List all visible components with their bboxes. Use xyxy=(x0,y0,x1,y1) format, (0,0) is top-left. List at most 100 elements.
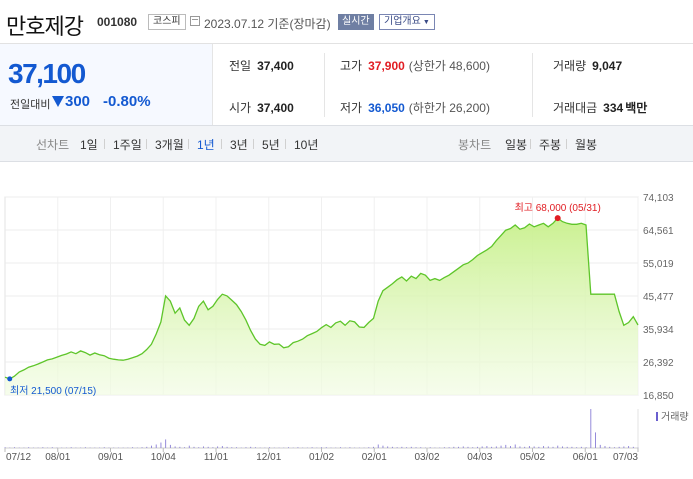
x-tick-label: 01/02 xyxy=(309,452,334,463)
tab-1y[interactable]: 1년 xyxy=(197,138,215,152)
volume-bar xyxy=(613,447,615,448)
volume-bar xyxy=(311,447,313,448)
volume-bar xyxy=(552,446,554,448)
change-percent: -0.80% xyxy=(103,93,151,110)
y-tick-label: 55,019 xyxy=(643,259,674,270)
y-tick-label: 74,103 xyxy=(643,193,674,204)
volume-bar xyxy=(528,446,530,448)
x-tick-label: 06/01 xyxy=(573,452,598,463)
volume-bar xyxy=(420,447,422,448)
volume-bar xyxy=(505,444,507,448)
volume-bar xyxy=(165,439,167,448)
volume-bar xyxy=(571,446,573,448)
volume-bar xyxy=(377,444,379,448)
tab-separator xyxy=(221,139,222,149)
x-tick-label: 12/01 xyxy=(256,452,281,463)
y-tick-label: 45,477 xyxy=(643,292,674,303)
x-tick-label: 05/02 xyxy=(520,452,545,463)
base-date: 2023.07.12 기준(장마감) xyxy=(204,17,331,31)
min-price-label: 최저 21,500 (07/15) xyxy=(10,385,96,397)
volume-bar xyxy=(155,444,157,448)
prev-close-stat: 전일 37,400 xyxy=(229,57,294,74)
stats-divider xyxy=(532,53,533,117)
tab-weekly-candle[interactable]: 주봉 xyxy=(539,138,562,152)
volume-bar xyxy=(174,446,176,448)
volume-bar xyxy=(212,447,214,448)
change-value: 300 xyxy=(65,93,91,110)
x-tick-label: 10/04 xyxy=(151,452,176,463)
stock-header: 만호제강 001080 코스피 2023.07.12 기준(장마감) 실시간 기… xyxy=(0,0,693,44)
volume-bar xyxy=(590,409,592,448)
price-chart[interactable]: 74,103 64,561 55,019 45,477 35,934 26,392 16,8… xyxy=(0,163,693,479)
volume-bar xyxy=(339,447,341,448)
open-stat: 시가 37,400 xyxy=(229,99,294,116)
volume-bar xyxy=(500,445,502,448)
lower-limit: (하한가 26,200) xyxy=(408,101,490,115)
max-price-marker xyxy=(554,215,561,222)
prev-close-label: 전일 xyxy=(229,59,252,73)
high-stat: 고가 37,900 (상한가 48,600) xyxy=(340,57,490,74)
volume-bar xyxy=(70,447,72,448)
volume-bar xyxy=(203,446,204,448)
tab-1d[interactable]: 1일 xyxy=(80,138,98,152)
volume-bar xyxy=(325,447,327,448)
tab-daily-candle[interactable]: 일봉 xyxy=(505,138,528,152)
volume-bar xyxy=(632,446,634,448)
volume-bar xyxy=(269,447,271,448)
y-tick-label: 26,392 xyxy=(643,358,674,369)
volume-bar xyxy=(198,447,200,448)
x-tick-label: 11/01 xyxy=(204,452,229,463)
volume-bar xyxy=(628,446,630,448)
price-stats: 전일 37,400 시가 37,400 고가 37,900 (상한가 48,600) 저… xyxy=(214,44,693,125)
volume-bar xyxy=(472,447,474,448)
volume-bar xyxy=(401,446,403,448)
volume-bar xyxy=(373,446,374,448)
tab-separator xyxy=(566,139,567,149)
volume-bar xyxy=(476,446,478,448)
tab-separator xyxy=(253,139,254,149)
tab-1w[interactable]: 1주일 xyxy=(113,138,142,152)
chart-period-tabs: 선차트 1일 1주일 3개월 1년 3년 5년 10년 봉차트 일봉 주봉 월봉 xyxy=(0,125,693,162)
volume-bar xyxy=(406,447,408,448)
company-overview-dropdown[interactable]: 기업개요 ▼ xyxy=(379,14,435,30)
y-tick-label: 35,934 xyxy=(643,325,674,336)
tab-5y[interactable]: 5년 xyxy=(262,138,280,152)
volume-bar xyxy=(604,446,606,448)
volume-bar xyxy=(533,446,535,448)
volume-bar xyxy=(141,447,143,448)
volume-bar xyxy=(585,447,587,448)
tab-10y[interactable]: 10년 xyxy=(294,138,319,152)
x-tick-label: 02/01 xyxy=(362,452,387,463)
amount-unit: 백만 xyxy=(625,101,648,115)
volume-bar xyxy=(557,445,559,448)
x-tick-label: 04/03 xyxy=(467,452,492,463)
volume-bar xyxy=(415,447,417,448)
tab-3m[interactable]: 3개월 xyxy=(155,138,184,152)
open-label: 시가 xyxy=(229,101,252,115)
prev-close-value: 37,400 xyxy=(257,59,294,73)
volume-bar xyxy=(250,446,252,448)
realtime-button[interactable]: 실시간 xyxy=(338,14,374,30)
stats-divider xyxy=(324,53,325,117)
volume-bar xyxy=(623,446,625,448)
tab-3y[interactable]: 3년 xyxy=(230,138,248,152)
volume-bar xyxy=(193,446,195,448)
x-tick-label: 08/01 xyxy=(45,452,70,463)
volume-bar xyxy=(543,446,545,448)
low-value: 36,050 xyxy=(368,101,405,115)
min-price-marker xyxy=(7,376,13,382)
candle-chart-label: 봉차트 xyxy=(458,138,492,152)
caret-down-icon: ▼ xyxy=(422,19,430,26)
volume-value: 9,047 xyxy=(592,59,623,73)
volume-bar xyxy=(410,446,412,448)
down-triangle-icon xyxy=(52,96,64,107)
volume-bar xyxy=(297,447,299,448)
volume-bar xyxy=(160,442,162,448)
volume-bar xyxy=(288,447,289,448)
price-chart-svg: 74,103 64,561 55,019 45,477 35,934 26,392 16,8… xyxy=(4,193,689,463)
y-tick-label: 64,561 xyxy=(643,226,674,237)
volume-stat: 거래량 9,047 xyxy=(553,57,622,74)
tab-monthly-candle[interactable]: 월봉 xyxy=(575,138,598,152)
volume-bar xyxy=(448,447,450,448)
volume-bar xyxy=(599,444,601,448)
